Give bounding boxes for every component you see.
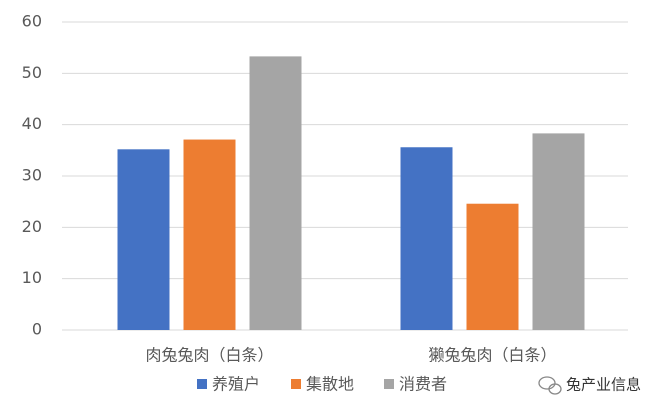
legend-swatch <box>291 379 301 389</box>
legend-label: 消费者 <box>399 375 447 394</box>
x-tick-label: 獭兔兔肉（白条） <box>428 346 556 365</box>
bar <box>183 139 236 330</box>
y-tick-label: 50 <box>22 63 42 82</box>
y-tick-label: 20 <box>22 217 42 236</box>
bar <box>400 147 453 330</box>
bar <box>117 149 170 330</box>
y-tick-label: 40 <box>22 114 42 133</box>
bar <box>249 56 302 330</box>
y-tick-label: 0 <box>32 320 42 339</box>
bar <box>532 133 585 330</box>
y-tick-label: 30 <box>22 166 42 185</box>
watermark-icon <box>538 376 562 395</box>
y-tick-label: 10 <box>22 268 42 287</box>
legend-label: 集散地 <box>306 375 354 394</box>
x-tick-label: 肉兔兔肉（白条） <box>145 346 273 365</box>
bar <box>466 203 519 330</box>
legend-swatch <box>384 379 394 389</box>
legend-label: 养殖户 <box>212 375 260 394</box>
y-tick-label: 60 <box>22 12 42 31</box>
legend-swatch <box>197 379 207 389</box>
watermark: 兔产业信息 <box>566 376 641 394</box>
